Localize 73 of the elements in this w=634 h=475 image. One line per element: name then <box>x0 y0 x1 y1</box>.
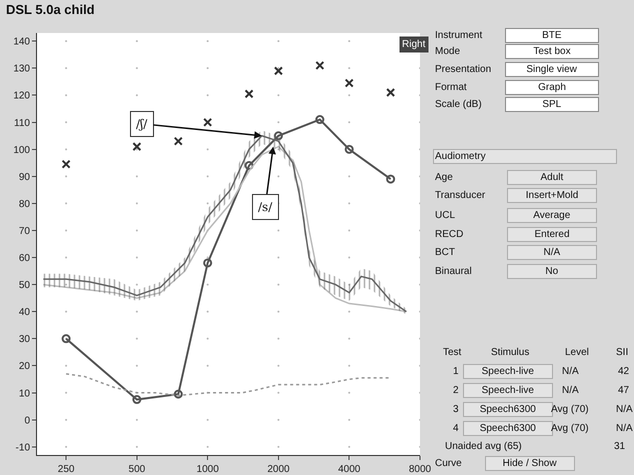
text: Transducer <box>435 190 486 201</box>
text: Graph <box>538 82 566 93</box>
text: N/A <box>544 247 560 258</box>
text: BTE <box>542 30 562 41</box>
chart-title: DSL 5.0a child <box>6 2 95 17</box>
text: Hide / Show <box>502 458 558 469</box>
text: UCL <box>435 210 456 221</box>
text: N/A <box>616 404 633 415</box>
text: 31 <box>614 441 626 452</box>
annotation: Right <box>402 39 426 50</box>
text: RECD <box>435 229 464 240</box>
text: Speech6300 <box>480 404 536 415</box>
text: BCT <box>435 247 455 258</box>
text: Stimulus <box>491 347 530 358</box>
text: Presentation <box>435 64 492 75</box>
x-tick-label: 4000 <box>338 464 361 475</box>
text: 4 <box>453 423 459 434</box>
text: Single view <box>526 64 578 75</box>
text: Avg (70) <box>551 404 589 415</box>
text: Age <box>435 172 454 183</box>
text: Average <box>533 210 571 221</box>
text: SII <box>616 347 628 358</box>
text: Speech-live <box>482 366 534 377</box>
y-tick-label: 90 <box>18 172 30 183</box>
y-tick-label: 20 <box>18 361 30 372</box>
y-tick-label: 40 <box>18 307 30 318</box>
annotation: /ʃ/ <box>136 117 148 131</box>
y-tick-label: -10 <box>16 442 30 454</box>
text: N/A <box>616 423 633 434</box>
text: Level <box>565 347 589 358</box>
y-tick-label: 130 <box>13 64 30 75</box>
text: N/A <box>562 385 579 396</box>
text: 1 <box>453 366 459 377</box>
y-tick-label: 0 <box>24 415 30 426</box>
text: Test <box>443 347 462 358</box>
text: Avg (70) <box>551 423 589 434</box>
y-tick-label: 50 <box>18 280 30 292</box>
x-tick-label: 500 <box>128 464 146 475</box>
text: Unaided avg (65) <box>445 441 522 452</box>
text: Audiometry <box>435 151 486 162</box>
text: Speech6300 <box>480 423 536 434</box>
y-tick-label: 70 <box>18 226 30 237</box>
text: Entered <box>534 229 570 240</box>
annotation: /s/ <box>258 200 274 214</box>
x-tick-label: 2000 <box>267 464 290 475</box>
y-tick-label: 80 <box>18 198 30 210</box>
text: 3 <box>453 404 459 415</box>
y-tick-label: 10 <box>18 388 30 400</box>
text: SPL <box>542 99 562 110</box>
x-tick-label: 1000 <box>196 464 220 475</box>
y-tick-label: 120 <box>13 90 30 102</box>
x-tick-label: 8000 <box>408 464 432 475</box>
text: Format <box>435 82 467 93</box>
text: 42 <box>618 366 630 377</box>
y-tick-label: 110 <box>14 118 30 129</box>
text: Test box <box>533 46 571 57</box>
text: Adult <box>540 172 564 183</box>
y-tick-label: 100 <box>13 144 30 156</box>
text: Curve <box>435 458 462 469</box>
text: N/A <box>562 366 579 377</box>
text: No <box>545 266 559 277</box>
text: 2 <box>453 385 459 396</box>
y-tick-label: 140 <box>13 36 30 48</box>
text: Instrument <box>435 30 482 41</box>
x-tick-label: 250 <box>58 464 75 475</box>
y-tick-label: 30 <box>18 334 30 346</box>
text: Speech-live <box>482 385 534 396</box>
text: Scale (dB) <box>435 99 482 110</box>
text: 47 <box>618 385 630 396</box>
y-tick-label: 60 <box>18 253 30 264</box>
text: Binaural <box>435 266 472 277</box>
text: Insert+Mold <box>526 190 578 201</box>
text: Mode <box>435 46 460 57</box>
